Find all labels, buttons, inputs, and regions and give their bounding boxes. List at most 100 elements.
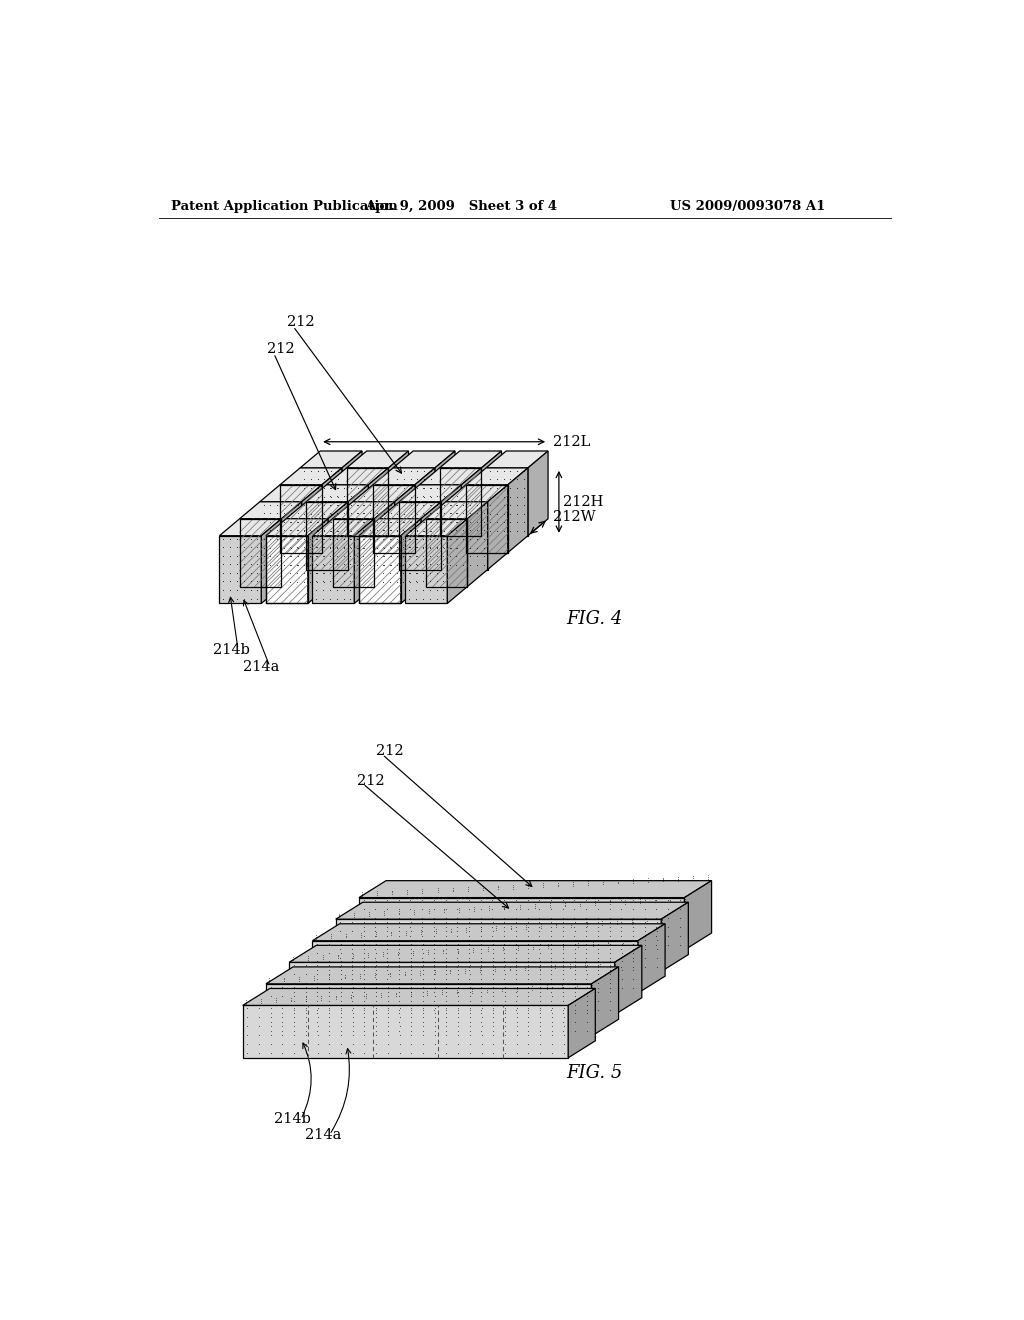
Text: 214b: 214b <box>273 1113 310 1126</box>
Polygon shape <box>312 519 375 536</box>
Text: US 2009/0093078 A1: US 2009/0093078 A1 <box>671 199 826 213</box>
Polygon shape <box>327 469 388 484</box>
Polygon shape <box>441 484 461 570</box>
Polygon shape <box>684 880 712 950</box>
Text: 212: 212 <box>267 342 295 356</box>
Polygon shape <box>435 451 455 536</box>
Polygon shape <box>266 536 308 603</box>
Polygon shape <box>445 484 508 502</box>
Polygon shape <box>359 898 684 950</box>
Polygon shape <box>406 536 447 603</box>
Polygon shape <box>461 469 481 553</box>
Polygon shape <box>369 469 388 553</box>
Polygon shape <box>375 502 394 586</box>
Polygon shape <box>352 484 415 502</box>
Polygon shape <box>426 519 467 586</box>
Polygon shape <box>312 536 354 603</box>
Polygon shape <box>342 451 362 536</box>
Polygon shape <box>373 469 435 484</box>
Polygon shape <box>359 536 400 603</box>
Polygon shape <box>486 451 548 469</box>
Polygon shape <box>487 484 508 570</box>
Polygon shape <box>393 469 435 536</box>
Polygon shape <box>638 924 665 993</box>
Text: 212H: 212H <box>563 495 603 508</box>
Polygon shape <box>336 903 688 919</box>
Polygon shape <box>568 989 595 1057</box>
Polygon shape <box>379 502 441 519</box>
Polygon shape <box>394 484 415 570</box>
Text: 212W: 212W <box>553 511 595 524</box>
Polygon shape <box>322 469 342 553</box>
Text: 212: 212 <box>376 744 403 758</box>
Polygon shape <box>333 519 375 586</box>
Polygon shape <box>399 502 441 570</box>
Polygon shape <box>219 519 282 536</box>
Text: Patent Application Publication: Patent Application Publication <box>171 199 397 213</box>
Polygon shape <box>466 484 508 553</box>
Polygon shape <box>508 469 528 553</box>
Polygon shape <box>379 519 421 586</box>
Polygon shape <box>266 966 618 983</box>
Polygon shape <box>300 469 342 536</box>
Polygon shape <box>406 519 467 536</box>
Polygon shape <box>286 519 328 586</box>
Polygon shape <box>592 966 618 1036</box>
Polygon shape <box>439 451 502 469</box>
Polygon shape <box>261 519 282 603</box>
Polygon shape <box>300 451 362 469</box>
Text: 214a: 214a <box>305 1127 341 1142</box>
Polygon shape <box>400 519 421 603</box>
Polygon shape <box>266 983 592 1036</box>
Polygon shape <box>528 451 548 536</box>
Polygon shape <box>467 502 487 586</box>
Polygon shape <box>348 484 369 570</box>
Polygon shape <box>393 451 455 469</box>
Text: FIG. 5: FIG. 5 <box>566 1064 623 1082</box>
Polygon shape <box>352 502 394 570</box>
Polygon shape <box>373 484 415 553</box>
Polygon shape <box>420 469 481 484</box>
Polygon shape <box>308 519 328 603</box>
Polygon shape <box>286 502 348 519</box>
Polygon shape <box>614 945 642 1015</box>
Polygon shape <box>243 1006 568 1057</box>
Polygon shape <box>312 941 638 993</box>
Polygon shape <box>306 484 369 502</box>
Polygon shape <box>359 519 421 536</box>
Text: FIG. 4: FIG. 4 <box>566 610 623 628</box>
Text: 212: 212 <box>287 315 314 330</box>
Polygon shape <box>399 484 461 502</box>
Polygon shape <box>336 919 662 972</box>
Polygon shape <box>243 989 595 1006</box>
Polygon shape <box>240 519 282 586</box>
Polygon shape <box>420 484 461 553</box>
Polygon shape <box>421 502 441 586</box>
Polygon shape <box>466 469 528 484</box>
Polygon shape <box>312 924 665 941</box>
Polygon shape <box>447 519 467 603</box>
Polygon shape <box>280 469 342 484</box>
Polygon shape <box>415 469 435 553</box>
Text: 214a: 214a <box>243 660 280 673</box>
Polygon shape <box>426 502 487 519</box>
Text: 214b: 214b <box>213 643 250 656</box>
Polygon shape <box>662 903 688 972</box>
Polygon shape <box>388 451 409 536</box>
Polygon shape <box>486 469 528 536</box>
Text: 212L: 212L <box>553 434 590 449</box>
Polygon shape <box>327 484 369 553</box>
Polygon shape <box>359 880 712 898</box>
Polygon shape <box>240 502 302 519</box>
Text: Apr. 9, 2009   Sheet 3 of 4: Apr. 9, 2009 Sheet 3 of 4 <box>366 199 557 213</box>
Polygon shape <box>266 519 328 536</box>
Polygon shape <box>439 469 481 536</box>
Polygon shape <box>282 502 302 586</box>
Polygon shape <box>219 536 261 603</box>
Polygon shape <box>289 962 614 1015</box>
Polygon shape <box>481 451 502 536</box>
Text: 212: 212 <box>356 774 384 788</box>
Polygon shape <box>346 469 388 536</box>
Polygon shape <box>306 502 348 570</box>
Polygon shape <box>328 502 348 586</box>
